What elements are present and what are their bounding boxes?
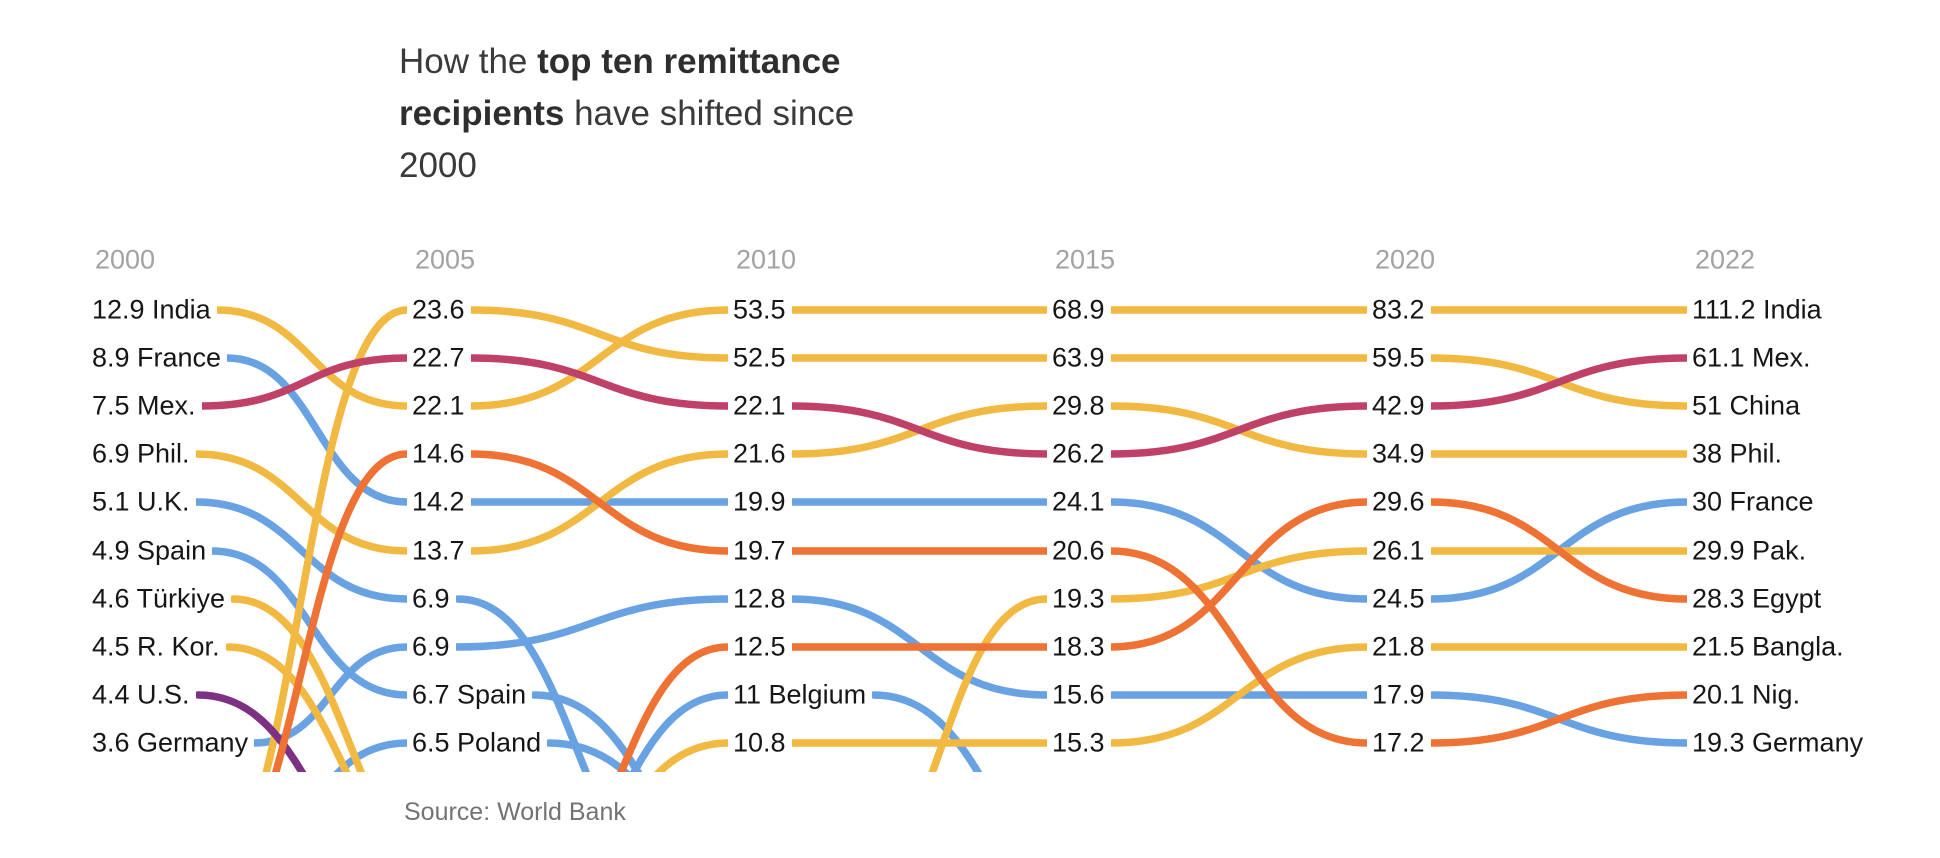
line-china-enter (262, 306, 411, 772)
line-india-0 (213, 306, 411, 410)
source-note: Source: World Bank (404, 798, 626, 826)
line-france-0 (223, 354, 411, 506)
line-nigeria-0 (467, 450, 732, 555)
line-france-3 (1107, 498, 1371, 603)
line-pakistan-enter (928, 595, 1051, 772)
line-egypt-enter (617, 643, 732, 772)
line-nigeria-2 (1107, 547, 1371, 747)
title-bold-2: recipients (399, 94, 565, 133)
line-philippines-0 (192, 450, 411, 555)
line-uk-0 (192, 498, 411, 603)
line-mexico-3 (1107, 402, 1371, 458)
chart-area (192, 306, 1691, 772)
line-china-0 (467, 306, 732, 362)
chart-title: How the top ten remittance recipients ha… (399, 36, 959, 192)
line-india-1 (467, 306, 732, 410)
line-bangladesh-enter (654, 739, 732, 772)
line-turkiye-exit (229, 595, 366, 772)
title-text-2: have shifted since (564, 94, 855, 133)
line-poland-exit (545, 739, 631, 772)
line-rkorea-exit (224, 643, 351, 772)
line-germany-1 (452, 595, 732, 651)
line-bangladesh-1 (1107, 643, 1371, 747)
line-spain-exit (530, 691, 643, 772)
title-text: How the (399, 42, 538, 81)
line-belgium-enter (629, 691, 732, 772)
title-bold: top ten remittance (537, 42, 841, 81)
title-text-3: 2000 (399, 146, 477, 185)
line-mexico-1 (467, 354, 732, 410)
line-poland-enter (333, 739, 411, 772)
line-egypt-2 (1427, 498, 1691, 603)
line-egypt-1 (1107, 498, 1371, 651)
line-us-exit (194, 691, 307, 772)
line-mexico-4 (1427, 354, 1691, 410)
bump-lines-canvas (192, 306, 1691, 772)
line-mexico-0 (198, 354, 411, 410)
line-mexico-2 (788, 402, 1051, 458)
line-nigeria-enter (271, 450, 411, 772)
line-nigeria-3 (1427, 691, 1691, 747)
line-belgium-exit (870, 691, 983, 772)
